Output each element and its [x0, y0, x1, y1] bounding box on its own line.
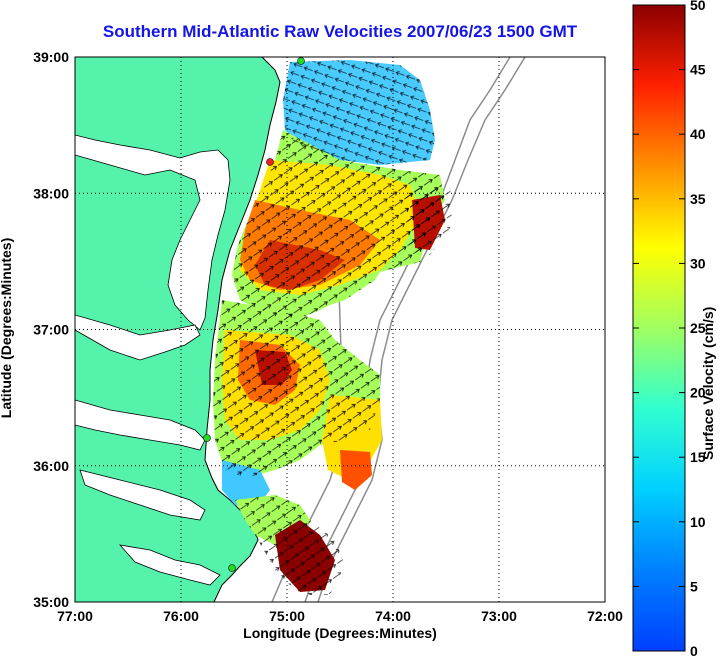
x-tick-label: 77:00 — [57, 608, 93, 624]
colorbar-tick-label: 15 — [690, 449, 706, 465]
colorbar-tick-label: 40 — [690, 126, 706, 142]
x-tick-label: 75:00 — [269, 608, 305, 624]
colorbar-label: Surface Velocity (cm/s) — [700, 306, 716, 460]
x-tick-label: 74:00 — [375, 608, 411, 624]
coastline — [204, 57, 281, 602]
velocity-field — [213, 60, 452, 595]
colorbar-tick-label: 45 — [690, 62, 706, 78]
chesapeake-bay — [75, 134, 231, 331]
radar-site-marker — [266, 158, 274, 166]
radar-site-marker — [228, 564, 236, 572]
y-axis-label: Latitude (Degrees:Minutes) — [0, 237, 14, 419]
plot-frame — [74, 56, 606, 603]
y-tick-label: 38:00 — [33, 185, 69, 201]
colorbar-tick-labels: 0 5 10 15 20 25 30 35 40 45 50 — [633, 0, 706, 659]
y-tick-labels: 39:00 38:00 37:00 36:00 35:00 — [33, 49, 69, 610]
colorbar-tick-label: 5 — [690, 578, 698, 594]
x-tick-label: 72:00 — [587, 608, 623, 624]
grid-lines — [75, 57, 605, 602]
x-tick-label: 76:00 — [163, 608, 199, 624]
colorbar-tick-label: 50 — [690, 0, 706, 13]
y-tick-label: 36:00 — [33, 458, 69, 474]
x-axis-label: Longitude (Degrees:Minutes) — [243, 625, 437, 641]
radar-site-marker — [297, 57, 305, 65]
x-tick-labels: 77:00 76:00 75:00 74:00 73:00 72:00 — [57, 608, 623, 624]
colorbar-tick-label: 35 — [690, 191, 706, 207]
y-tick-label: 35:00 — [33, 594, 69, 610]
x-tick-label: 73:00 — [481, 608, 517, 624]
y-tick-label: 37:00 — [33, 322, 69, 338]
chart-title: Southern Mid-Atlantic Raw Velocities 200… — [102, 22, 578, 41]
colorbar-tick-label: 10 — [690, 514, 706, 530]
radar-site-marker — [203, 434, 211, 442]
colorbar — [632, 4, 686, 652]
y-tick-label: 39:00 — [33, 49, 69, 65]
colorbar-tick-label: 25 — [690, 320, 706, 336]
colorbar-tick-label: 20 — [690, 385, 706, 401]
colorbar-tick-label: 0 — [690, 643, 698, 659]
colorbar-tick-label: 30 — [690, 255, 706, 271]
